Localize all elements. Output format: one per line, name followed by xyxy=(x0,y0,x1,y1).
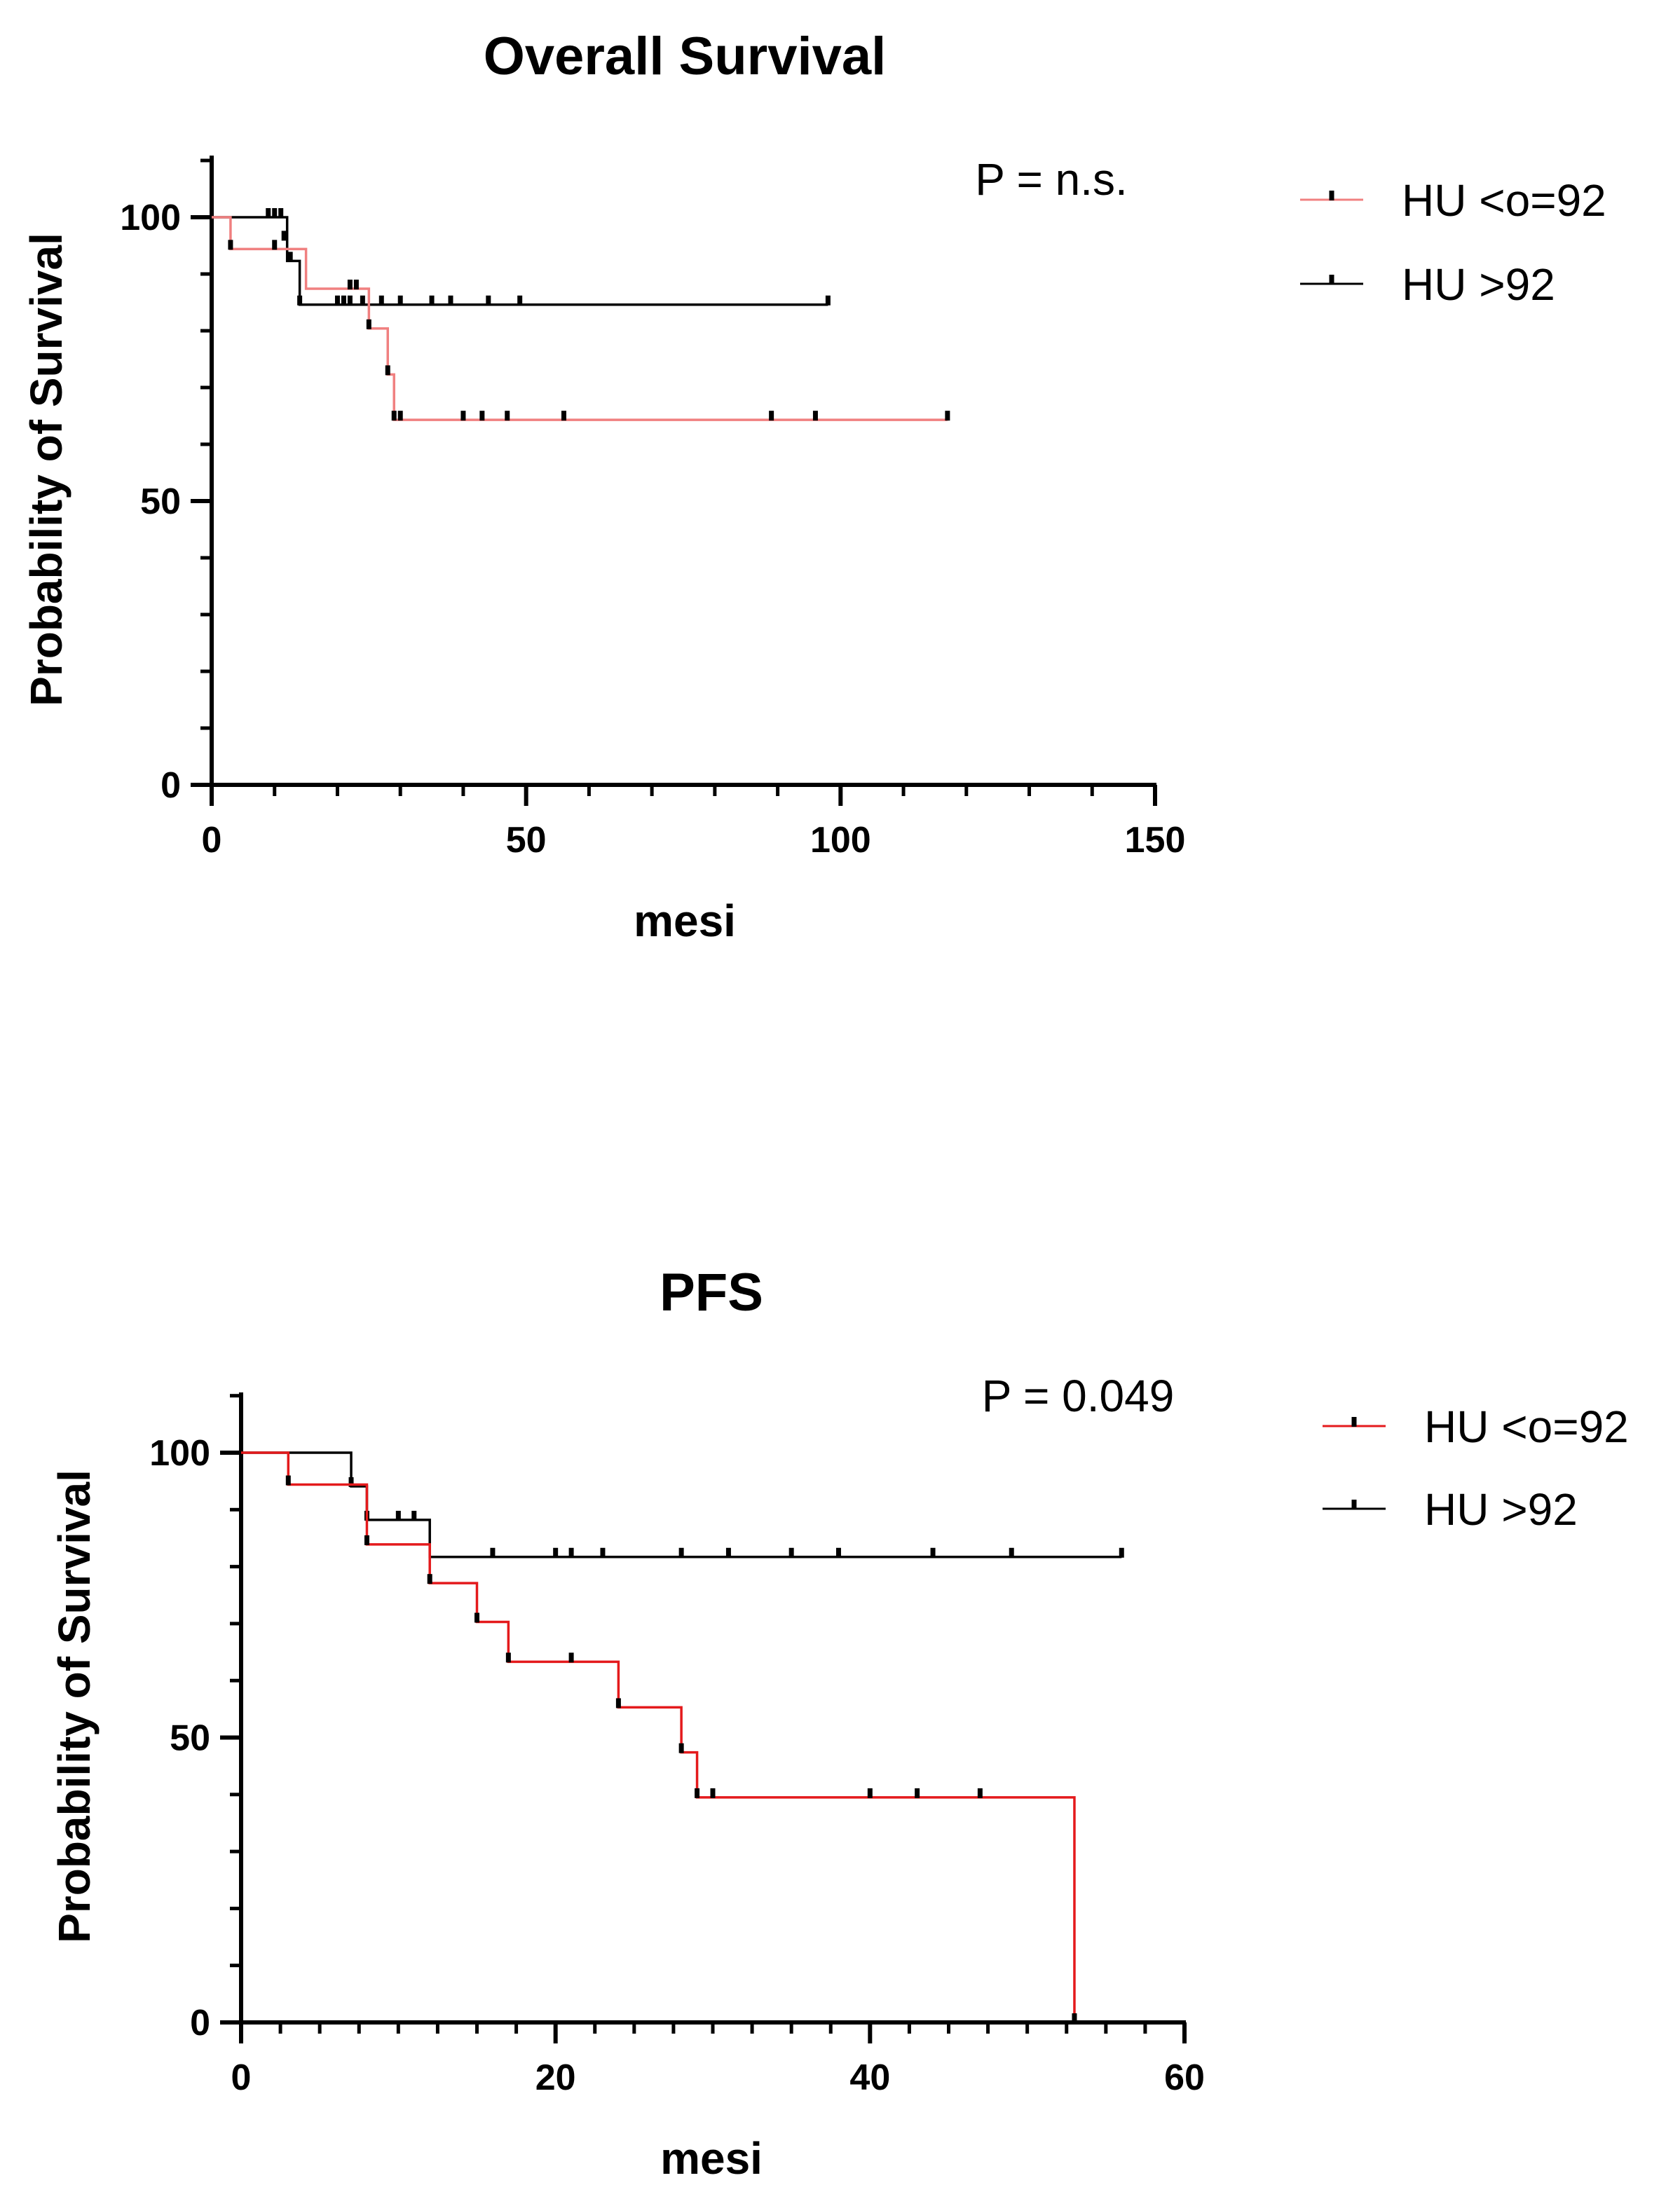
legend: HU <o=92 HU >92 xyxy=(1300,175,1606,310)
legend-label: HU <o=92 xyxy=(1402,175,1606,226)
y-tick-label: 50 xyxy=(140,481,181,522)
legend-label: HU >92 xyxy=(1424,1484,1578,1535)
y-tick-label: 100 xyxy=(149,1433,210,1474)
y-tick-label: 0 xyxy=(190,2003,210,2043)
x-axis-label: mesi xyxy=(660,2133,763,2184)
x-tick-label: 0 xyxy=(231,2057,252,2098)
chart-title: PFS xyxy=(660,1263,763,1322)
y-tick-label: 100 xyxy=(120,198,181,238)
x-tick-label: 20 xyxy=(535,2057,576,2098)
legend-item: HU <o=92 xyxy=(1323,1402,1629,1452)
x-axis-label: mesi xyxy=(634,896,736,946)
chart-title: Overall Survival xyxy=(484,27,887,86)
legend-item: HU >92 xyxy=(1300,259,1555,310)
pfs-chart: PFS P = 0.049 mesi Probability of Surviv… xyxy=(49,1263,1629,2184)
x-tick-label: 60 xyxy=(1164,2057,1205,2098)
y-axis-label: Probability of Survival xyxy=(21,233,71,706)
km-curve-line xyxy=(241,1451,1122,1559)
legend-item: HU <o=92 xyxy=(1300,175,1606,226)
p-value-annotation: P = 0.049 xyxy=(982,1371,1175,1421)
x-tick-label: 100 xyxy=(810,820,871,861)
legend-item: HU >92 xyxy=(1323,1484,1578,1535)
legend: HU <o=92 HU >92 xyxy=(1323,1402,1629,1535)
legend-label: HU >92 xyxy=(1402,259,1555,310)
axes: 0 20 40 60 0 50 100 xyxy=(149,1392,1205,2098)
x-tick-label: 0 xyxy=(202,820,222,861)
x-tick-label: 150 xyxy=(1125,820,1186,861)
p-value-annotation: P = n.s. xyxy=(975,154,1128,205)
survival-curves xyxy=(212,208,950,421)
y-tick-label: 0 xyxy=(161,765,181,806)
legend-label: HU <o=92 xyxy=(1424,1402,1629,1452)
km-curve-line xyxy=(241,1451,1076,2022)
axes: 0 50 100 150 0 50 100 xyxy=(120,156,1185,861)
x-tick-label: 40 xyxy=(849,2057,890,2098)
x-tick-label: 50 xyxy=(506,820,547,861)
overall-survival-chart: Overall Survival P = n.s. mesi Probabili… xyxy=(21,27,1606,946)
survival-curves xyxy=(241,1451,1124,2023)
km-curve-line xyxy=(212,216,948,421)
km-curve-line xyxy=(212,216,828,306)
y-axis-label: Probability of Survival xyxy=(49,1470,100,1943)
y-tick-label: 50 xyxy=(170,1718,210,1759)
